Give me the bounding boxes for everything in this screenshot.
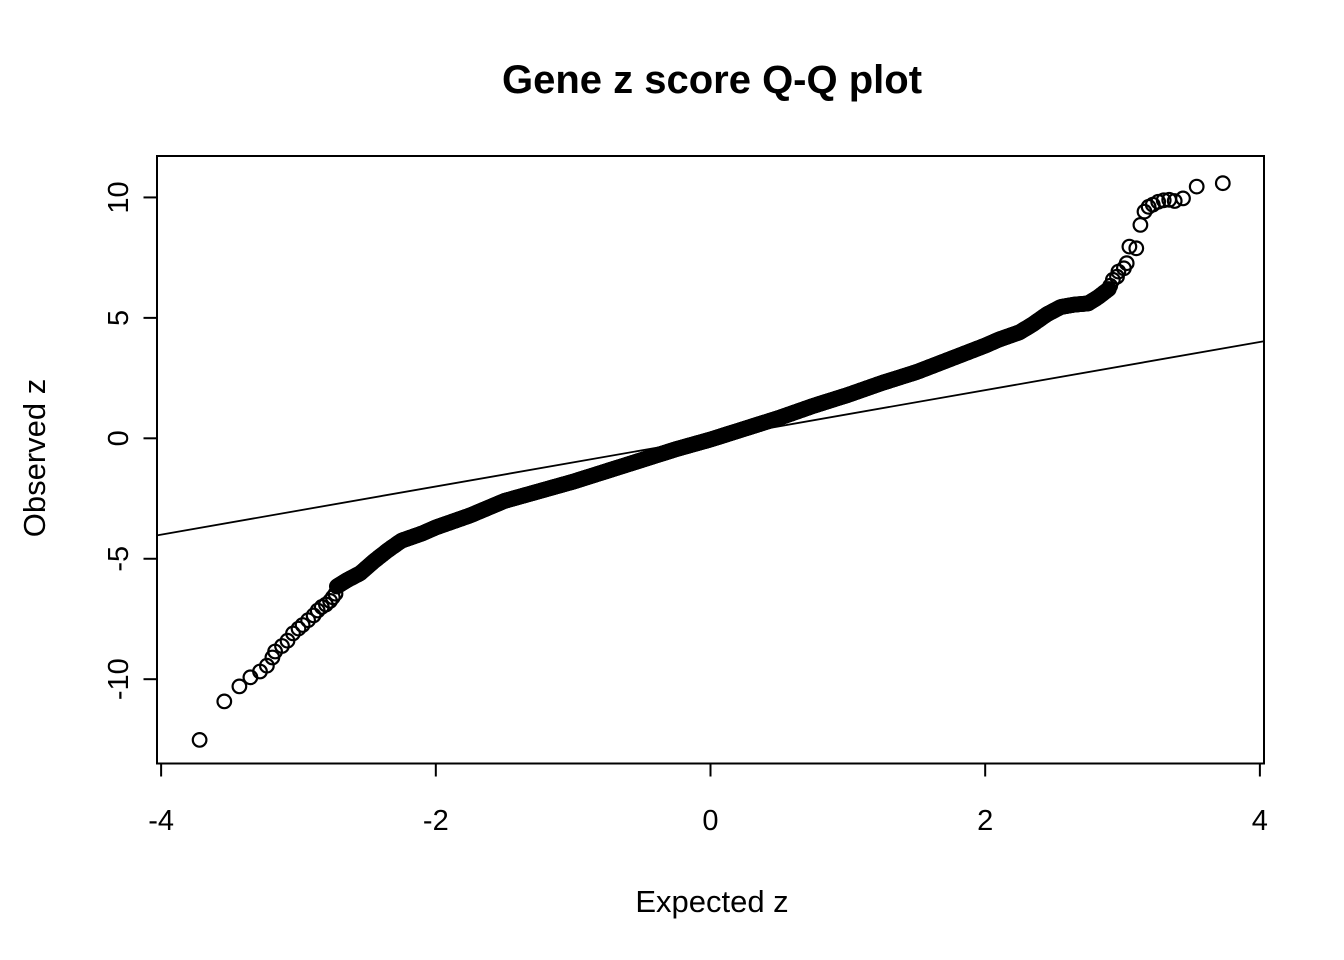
- data-point: [305, 607, 322, 624]
- data-point: [231, 678, 248, 695]
- y-tick-label: 0: [103, 430, 135, 446]
- data-point: [1104, 271, 1121, 288]
- data-point: [1121, 238, 1138, 255]
- data-point: [1175, 190, 1191, 207]
- data-point: [259, 657, 275, 674]
- data-point: [1188, 178, 1205, 195]
- x-tick-label: -4: [148, 805, 174, 837]
- y-axis-label: Observed z: [17, 379, 52, 538]
- x-tick-label: -2: [423, 805, 449, 837]
- y-tick-label: 10: [103, 181, 135, 213]
- data-point: [1214, 175, 1231, 192]
- scatter-points: [191, 175, 1231, 748]
- data-point: [1128, 240, 1145, 257]
- data-point: [191, 732, 208, 748]
- data-point: [324, 589, 341, 606]
- data-point: [1118, 255, 1135, 272]
- x-tick-label: 0: [702, 805, 718, 837]
- data-point: [1166, 193, 1183, 209]
- chart-title: Gene z score Q-Q plot: [502, 58, 922, 102]
- x-axis: -4 -2 0 2 4: [148, 763, 1268, 837]
- data-point: [290, 620, 307, 637]
- y-tick-label: 5: [103, 310, 135, 326]
- data-point: [216, 693, 233, 710]
- y-tick-label: -5: [103, 546, 135, 572]
- data-point: [1155, 192, 1172, 209]
- x-tick-label: 2: [977, 805, 993, 837]
- x-axis-label: Expected z: [635, 884, 788, 919]
- data-point: [274, 638, 290, 654]
- y-tick-label: -10: [103, 658, 135, 700]
- x-tick-label: 4: [1252, 805, 1268, 837]
- data-point: [327, 585, 344, 602]
- y-axis: -10 -5 0 5 10: [103, 181, 157, 700]
